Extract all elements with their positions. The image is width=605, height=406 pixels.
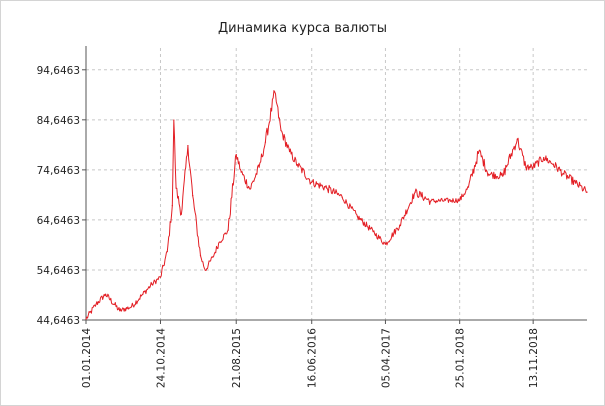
data-point bbox=[171, 205, 173, 207]
data-point bbox=[95, 303, 97, 305]
data-point bbox=[516, 138, 518, 140]
chart-title: Динамика курса валюты bbox=[217, 21, 388, 36]
data-point bbox=[180, 213, 182, 215]
data-point bbox=[467, 186, 470, 188]
data-point bbox=[311, 181, 313, 183]
data-point bbox=[459, 199, 461, 201]
data-point bbox=[212, 256, 214, 258]
y-tick-labels: 44,6463 54,6463 64,6463 74,6463 84,6463 94,64… bbox=[37, 65, 80, 327]
data-point bbox=[119, 310, 121, 312]
x-tick-label: 01.01.2014 bbox=[81, 328, 93, 388]
grid-lines bbox=[85, 48, 587, 321]
data-point bbox=[227, 229, 229, 231]
y-tick-label: 54,6463 bbox=[37, 265, 80, 277]
data-point bbox=[288, 150, 291, 153]
data-point bbox=[414, 191, 416, 193]
data-point bbox=[105, 293, 107, 295]
x-tick-label: 25.01.2018 bbox=[455, 328, 467, 388]
y-tick-label: 74,6463 bbox=[37, 165, 80, 177]
data-point bbox=[563, 173, 565, 175]
data-point bbox=[258, 166, 260, 168]
data-point bbox=[235, 153, 237, 156]
x-tick-label: 24.10.2014 bbox=[155, 328, 167, 388]
data-point bbox=[552, 163, 554, 165]
data-point bbox=[142, 293, 144, 295]
data-point bbox=[166, 251, 168, 253]
data-point bbox=[130, 306, 133, 308]
axes bbox=[82, 46, 587, 324]
data-point bbox=[384, 243, 387, 245]
data-point bbox=[187, 144, 189, 147]
data-point bbox=[575, 182, 577, 184]
series-group bbox=[85, 90, 588, 320]
data-point bbox=[326, 187, 328, 189]
data-point bbox=[175, 187, 177, 189]
data-point bbox=[341, 196, 343, 198]
data-point bbox=[264, 141, 267, 143]
data-point bbox=[151, 283, 153, 285]
data-point bbox=[532, 166, 534, 168]
y-tick-label: 84,6463 bbox=[37, 115, 80, 127]
x-tick-label: 13.11.2018 bbox=[528, 328, 540, 388]
data-point bbox=[280, 129, 282, 132]
x-tick-label: 05.04.2017 bbox=[380, 328, 392, 388]
x-tick-label: 16.06.2016 bbox=[307, 328, 319, 388]
data-point bbox=[399, 224, 401, 226]
data-point bbox=[274, 91, 276, 93]
data-point bbox=[586, 191, 588, 193]
data-point bbox=[372, 231, 374, 233]
data-point bbox=[356, 216, 359, 218]
data-point bbox=[199, 255, 202, 257]
data-point bbox=[159, 276, 162, 278]
data-point bbox=[488, 173, 490, 175]
data-point bbox=[204, 269, 206, 271]
data-point bbox=[249, 188, 251, 190]
x-tick-labels: 01.01.2014 24.10.2014 21.08.2015 16.06.2016… bbox=[81, 328, 540, 388]
y-tick-label: 44,6463 bbox=[37, 315, 80, 327]
data-point bbox=[296, 164, 298, 166]
data-point bbox=[192, 195, 194, 197]
y-tick-label: 94,6463 bbox=[37, 65, 80, 77]
x-tick-label: 21.08.2015 bbox=[231, 328, 243, 388]
data-point bbox=[502, 175, 504, 177]
y-tick-label: 64,6463 bbox=[37, 215, 80, 227]
data-point bbox=[478, 150, 480, 152]
data-point bbox=[240, 171, 242, 173]
data-point bbox=[429, 200, 432, 202]
data-point bbox=[525, 166, 527, 168]
data-point bbox=[173, 119, 175, 121]
data-point bbox=[85, 318, 87, 320]
data-point bbox=[543, 156, 545, 159]
series-line bbox=[85, 90, 588, 320]
data-point bbox=[218, 241, 220, 243]
